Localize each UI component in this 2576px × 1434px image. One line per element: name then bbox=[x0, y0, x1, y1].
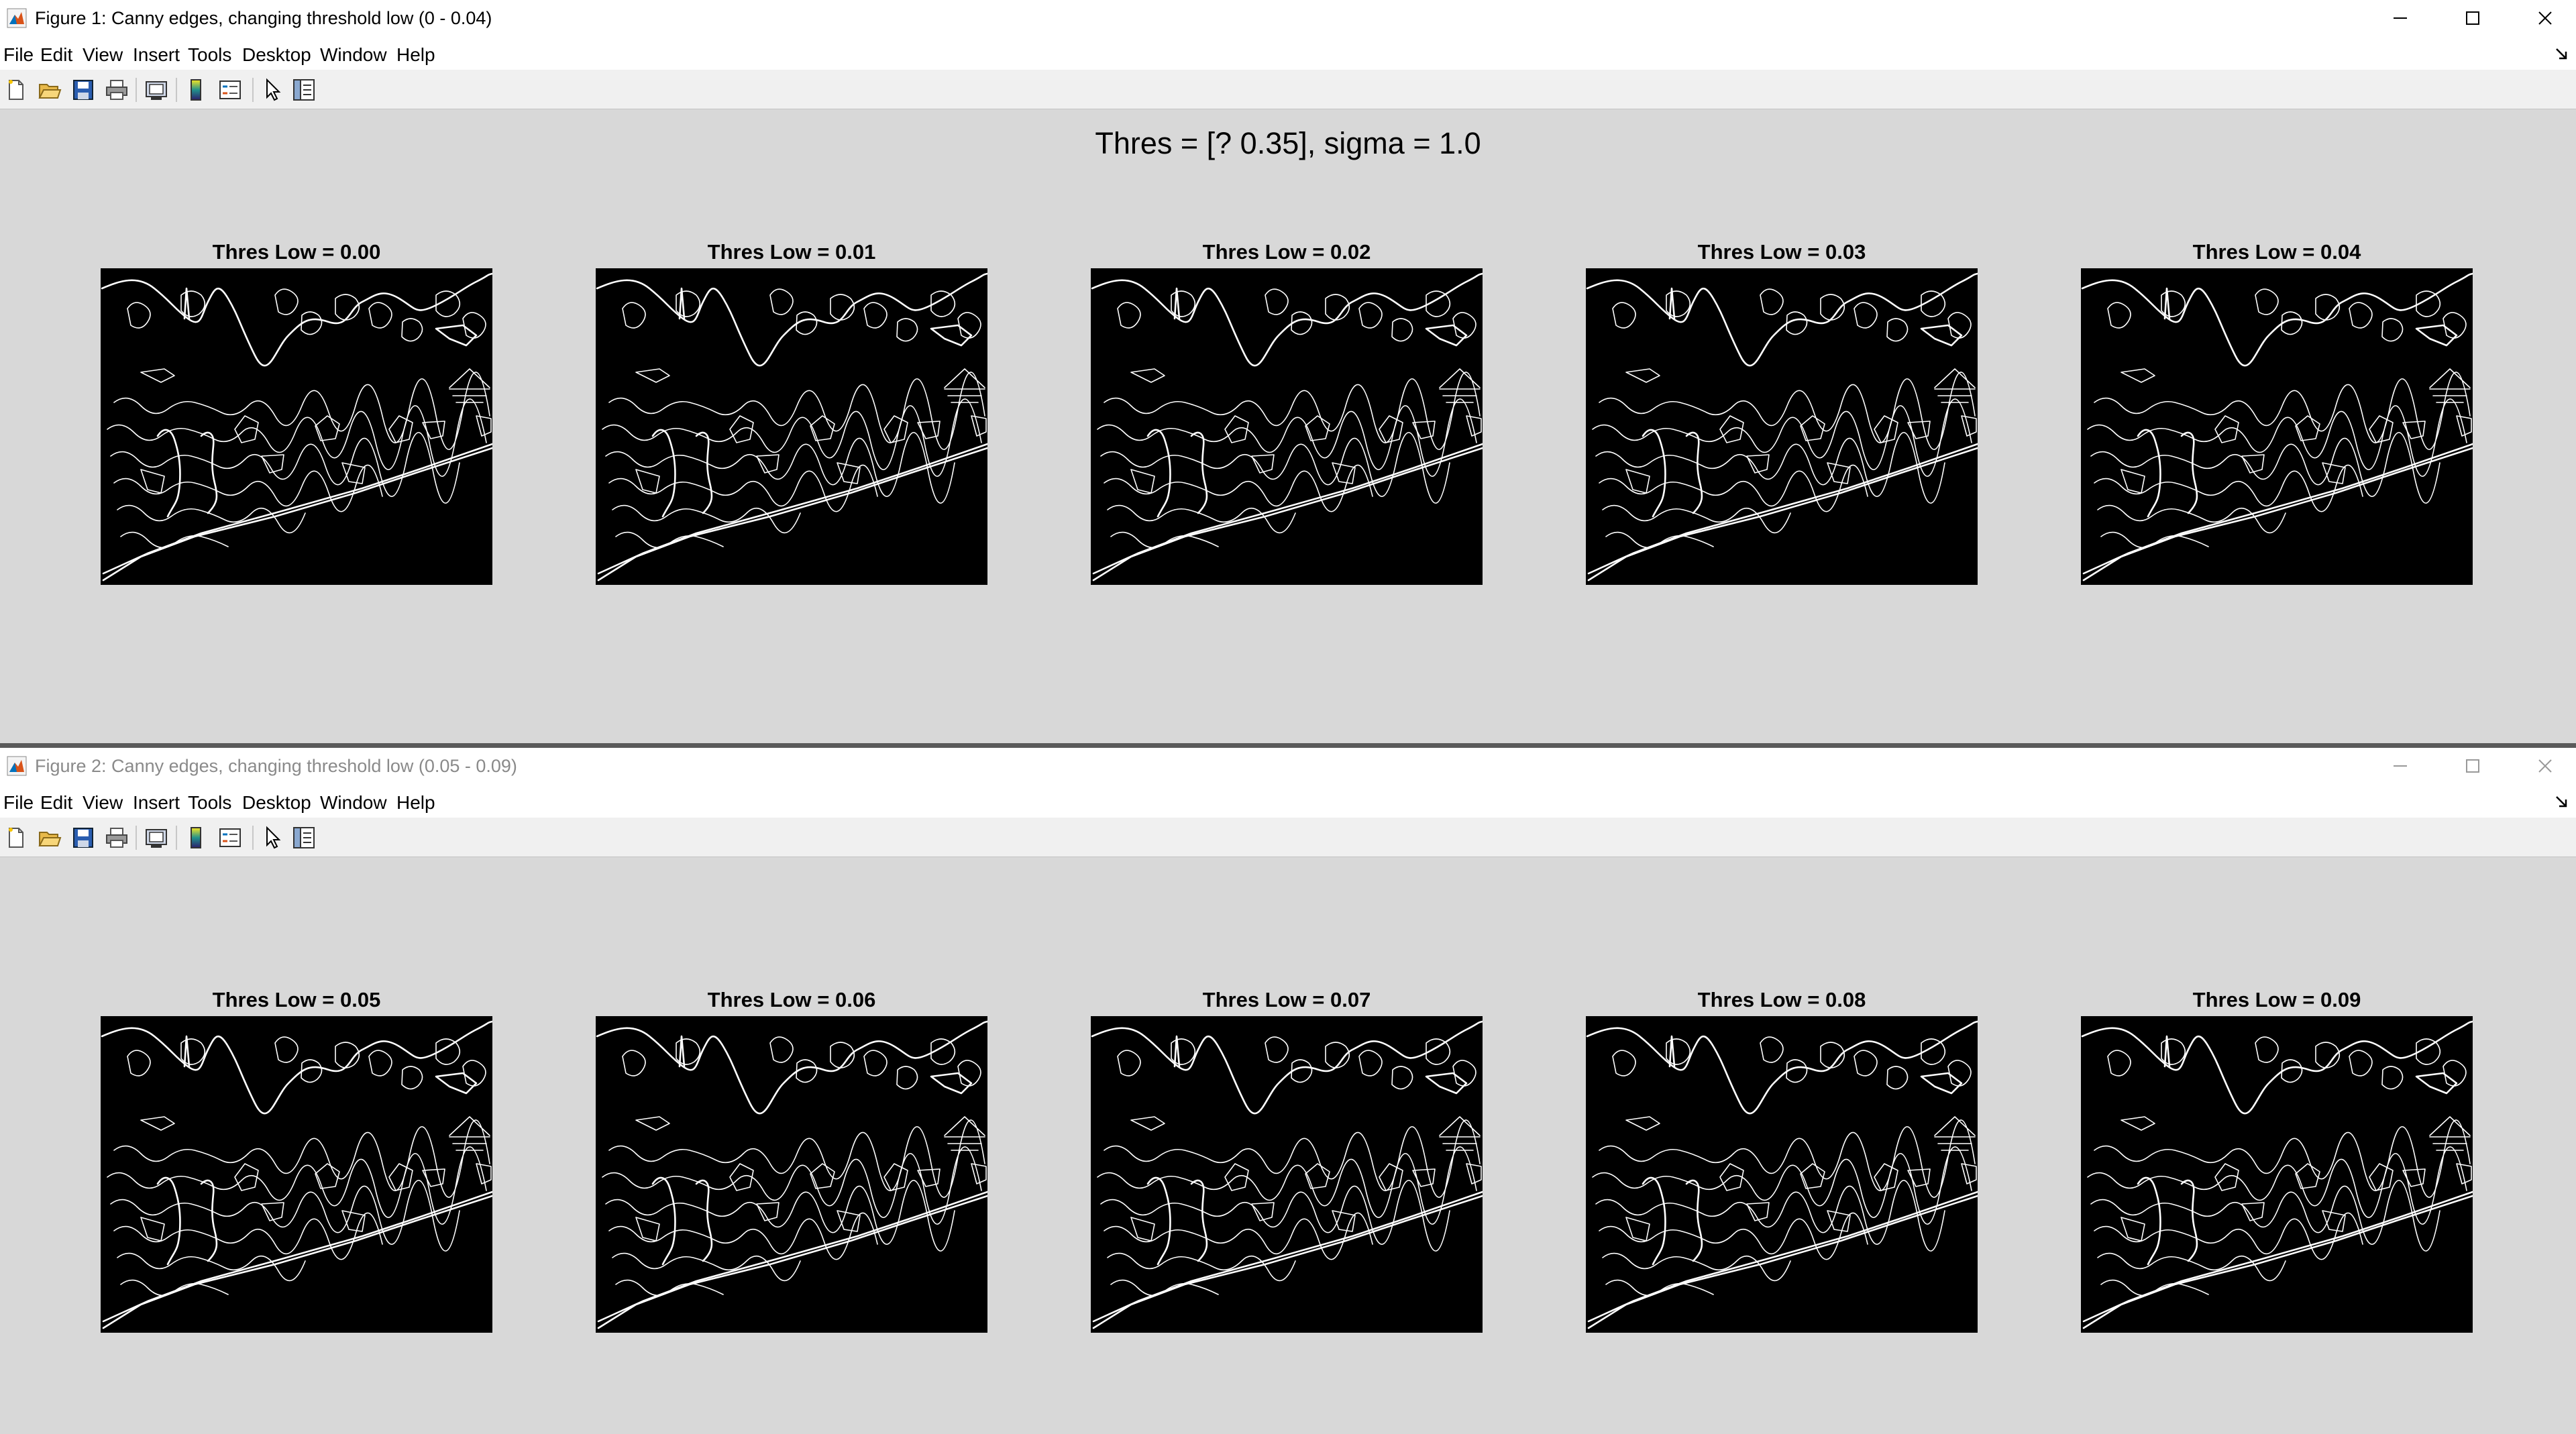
menu-desktop[interactable]: Desktop bbox=[242, 44, 311, 65]
subplot-title: Thres Low = 0.08 bbox=[1697, 988, 1866, 1011]
dock-arrow-icon[interactable] bbox=[2555, 47, 2569, 62]
edge-image-axes[interactable] bbox=[2081, 1016, 2473, 1333]
toolbar-separator bbox=[176, 78, 177, 102]
maximize-icon[interactable] bbox=[2436, 0, 2509, 36]
maximize-icon[interactable] bbox=[2436, 748, 2509, 784]
minimize-icon[interactable] bbox=[2364, 0, 2436, 36]
property-inspector-icon[interactable] bbox=[292, 78, 316, 102]
close-icon[interactable] bbox=[2509, 748, 2576, 784]
menu-view[interactable]: View bbox=[83, 792, 123, 813]
edge-image-axes[interactable] bbox=[1091, 268, 1483, 585]
menu-tools[interactable]: Tools bbox=[188, 44, 232, 65]
insert-colorbar-icon[interactable] bbox=[184, 826, 209, 850]
insert-colorbar-icon[interactable] bbox=[184, 78, 209, 102]
dock-arrow-icon[interactable] bbox=[2555, 795, 2569, 810]
menu-edit[interactable]: Edit bbox=[40, 792, 73, 813]
menu-bar: File Edit View Insert Tools Desktop Wind… bbox=[0, 36, 2576, 70]
menu-edit[interactable]: Edit bbox=[40, 44, 73, 65]
subplot-title: Thres Low = 0.03 bbox=[1697, 240, 1866, 264]
toolbar-separator bbox=[136, 826, 137, 850]
toolbar-separator bbox=[252, 78, 254, 102]
minimize-icon[interactable] bbox=[2364, 748, 2436, 784]
menu-view[interactable]: View bbox=[83, 44, 123, 65]
menu-desktop[interactable]: Desktop bbox=[242, 792, 311, 813]
new-figure-icon[interactable] bbox=[4, 78, 28, 102]
menu-insert[interactable]: Insert bbox=[133, 792, 180, 813]
menu-help[interactable]: Help bbox=[396, 44, 435, 65]
print-preview-icon[interactable] bbox=[144, 78, 168, 102]
menu-window[interactable]: Window bbox=[320, 792, 387, 813]
title-bar[interactable]: Figure 1: Canny edges, changing threshol… bbox=[0, 0, 2576, 36]
edge-image-axes[interactable] bbox=[101, 268, 492, 585]
edge-image-axes[interactable] bbox=[596, 268, 987, 585]
toolbar-separator bbox=[176, 826, 177, 850]
figure-window-1: Figure 1: Canny edges, changing threshol… bbox=[0, 0, 2576, 743]
menu-file[interactable]: File bbox=[3, 792, 34, 813]
print-icon[interactable] bbox=[105, 78, 129, 102]
figure-suptitle: Thres = [? 0.35], sigma = 1.0 bbox=[1095, 126, 1481, 160]
matlab-logo-icon bbox=[7, 8, 27, 28]
subplot-title: Thres Low = 0.06 bbox=[707, 988, 876, 1011]
figure-canvas: Thres = [? 0.35], sigma = 1.0 Thres Low … bbox=[0, 109, 2576, 743]
menu-bar: File Edit View Insert Tools Desktop Wind… bbox=[0, 784, 2576, 818]
subplot-title: Thres Low = 0.07 bbox=[1202, 988, 1371, 1011]
menu-file[interactable]: File bbox=[3, 44, 34, 65]
matlab-logo-icon bbox=[7, 756, 27, 776]
print-icon[interactable] bbox=[105, 826, 129, 850]
figure-canvas: Thres Low = 0.05 Thres Low = 0.06 Thres … bbox=[0, 857, 2576, 1434]
property-inspector-icon[interactable] bbox=[292, 826, 316, 850]
subplot-title: Thres Low = 0.05 bbox=[212, 988, 381, 1011]
figure-window-2: Figure 2: Canny edges, changing threshol… bbox=[0, 748, 2576, 1434]
subplot-title: Thres Low = 0.01 bbox=[707, 240, 876, 264]
edge-image-axes[interactable] bbox=[2081, 268, 2473, 585]
window-title: Figure 2: Canny edges, changing threshol… bbox=[35, 756, 517, 776]
toolbar-separator bbox=[136, 78, 137, 102]
insert-legend-icon[interactable] bbox=[218, 78, 242, 102]
save-icon[interactable] bbox=[71, 826, 95, 850]
window-title: Figure 1: Canny edges, changing threshol… bbox=[35, 8, 492, 28]
new-figure-icon[interactable] bbox=[4, 826, 28, 850]
menu-help[interactable]: Help bbox=[396, 792, 435, 813]
figure-toolbar bbox=[0, 818, 2576, 857]
window-border bbox=[0, 743, 2576, 748]
subplot-title: Thres Low = 0.00 bbox=[212, 240, 381, 264]
edit-plot-arrow-icon[interactable] bbox=[261, 826, 285, 850]
menu-window[interactable]: Window bbox=[320, 44, 387, 65]
insert-legend-icon[interactable] bbox=[218, 826, 242, 850]
edge-image-axes[interactable] bbox=[101, 1016, 492, 1333]
close-icon[interactable] bbox=[2509, 0, 2576, 36]
subplot-title: Thres Low = 0.02 bbox=[1202, 240, 1371, 264]
print-preview-icon[interactable] bbox=[144, 826, 168, 850]
edge-image-axes[interactable] bbox=[1091, 1016, 1483, 1333]
save-icon[interactable] bbox=[71, 78, 95, 102]
edge-image-axes[interactable] bbox=[596, 1016, 987, 1333]
toolbar-separator bbox=[252, 826, 254, 850]
open-file-icon[interactable] bbox=[38, 78, 62, 102]
edge-image-axes[interactable] bbox=[1586, 268, 1978, 585]
subplot-title: Thres Low = 0.09 bbox=[2192, 988, 2361, 1011]
open-file-icon[interactable] bbox=[38, 826, 62, 850]
title-bar[interactable]: Figure 2: Canny edges, changing threshol… bbox=[0, 748, 2576, 784]
menu-insert[interactable]: Insert bbox=[133, 44, 180, 65]
menu-tools[interactable]: Tools bbox=[188, 792, 232, 813]
edit-plot-arrow-icon[interactable] bbox=[261, 78, 285, 102]
edge-image-axes[interactable] bbox=[1586, 1016, 1978, 1333]
subplot-title: Thres Low = 0.04 bbox=[2192, 240, 2361, 264]
figure-toolbar bbox=[0, 70, 2576, 109]
